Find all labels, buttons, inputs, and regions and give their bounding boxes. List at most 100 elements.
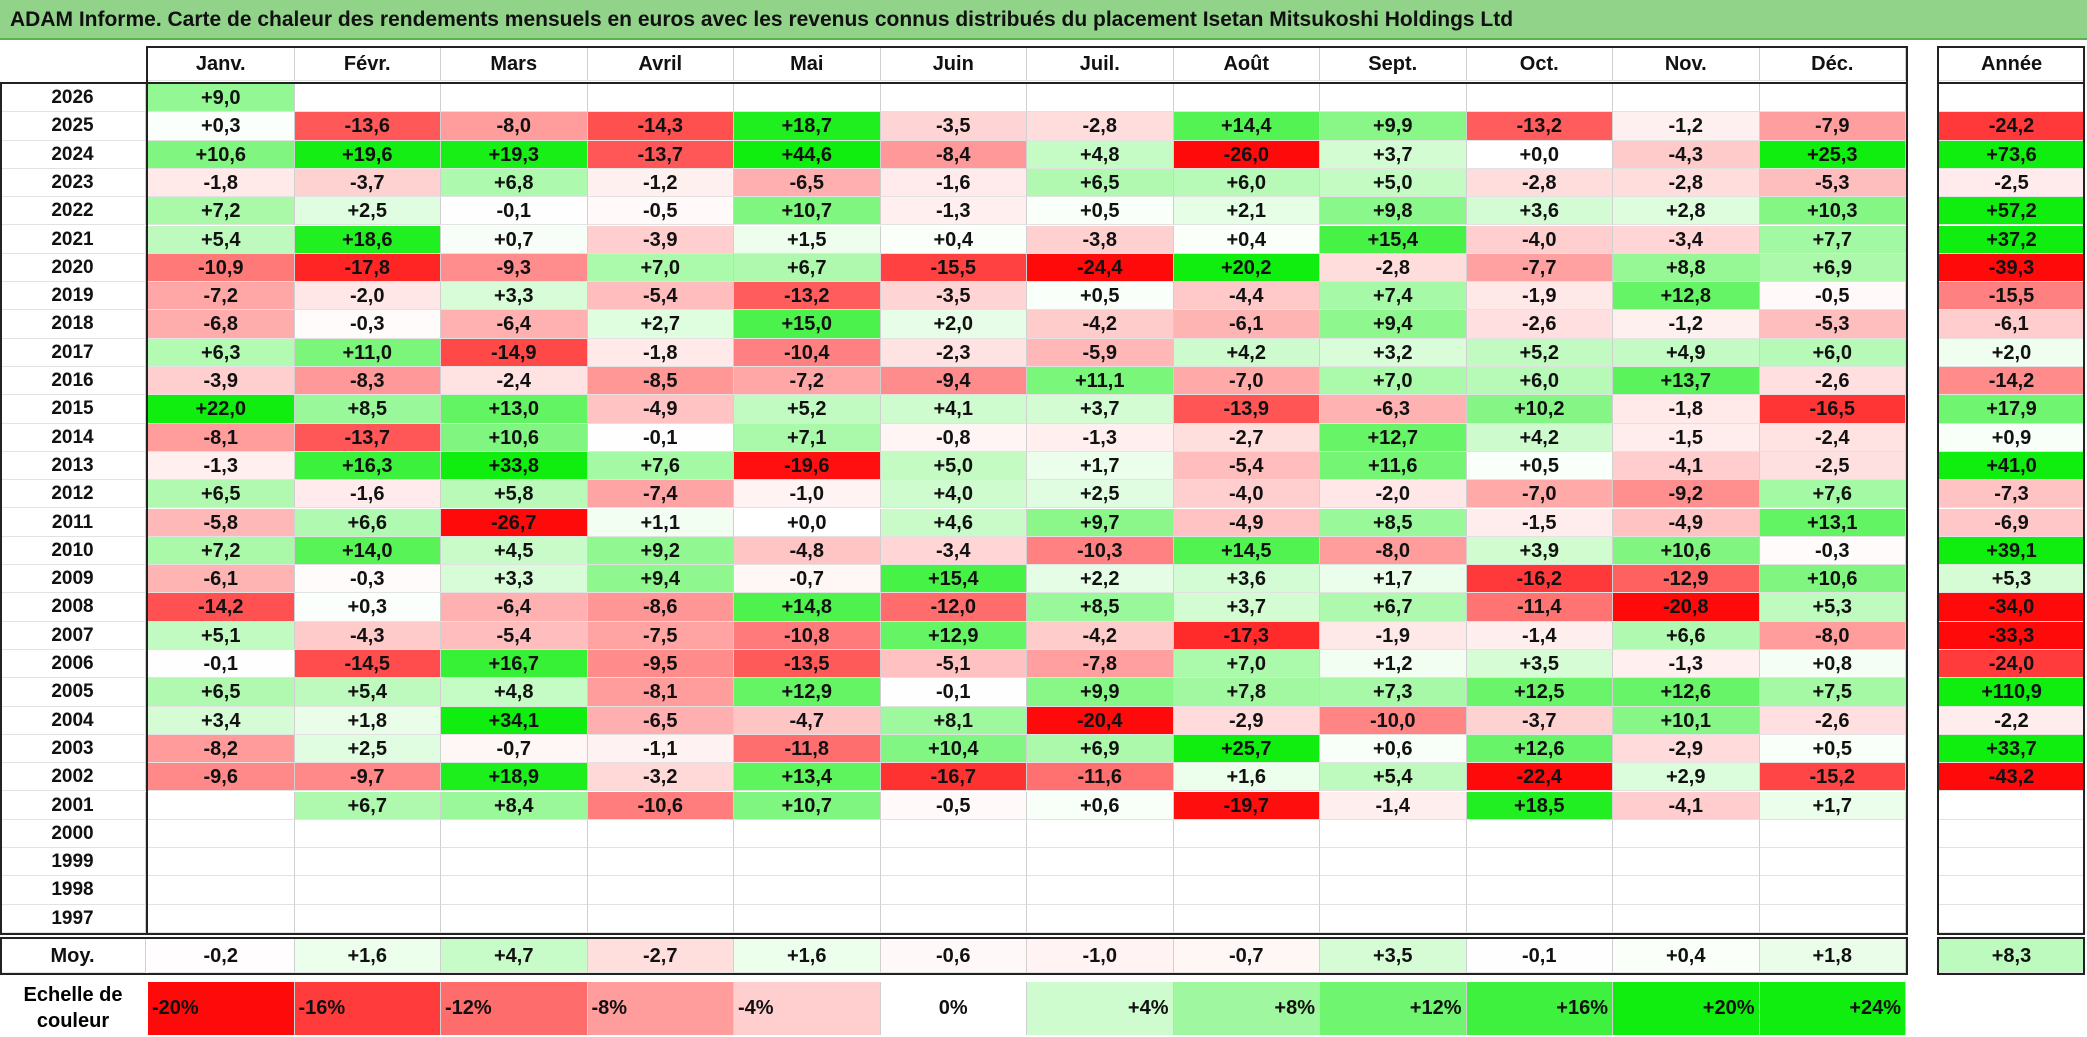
annual-cell: -43,2 [1939,763,2085,792]
heatmap-cell: +10,7 [734,791,881,820]
heatmap-cell: -2,0 [1320,480,1467,509]
heatmap-cell: +10,2 [1466,395,1613,424]
heatmap-cell: -3,7 [294,168,441,198]
legend-stop: +8% [1173,982,1320,1035]
heatmap-cell: -13,5 [734,650,881,679]
legend-stop: -20% [148,982,295,1035]
average-cell: +1,6 [734,939,881,973]
heatmap-cell: +6,5 [1027,168,1174,198]
heatmap-cell: +1,1 [587,508,734,537]
heatmap-cell: +4,8 [1027,140,1174,169]
annual-cell: +73,6 [1939,140,2085,169]
heatmap-cell: +5,4 [148,225,295,254]
heatmap-cell: +0,3 [148,112,295,141]
heatmap-cell: -10,9 [148,253,295,283]
heatmap-cell: -4,3 [294,621,441,650]
heatmap-cell: +3,3 [441,282,588,311]
heatmap-cell: +4,2 [1173,338,1320,367]
heatmap-cell: -0,1 [587,423,734,452]
heatmap-cell [294,904,441,933]
heatmap-cell: -7,8 [1027,650,1174,679]
heatmap-cell: +2,9 [1613,763,1760,792]
heatmap-cell: +5,3 [1759,593,1906,622]
chart-title: ADAM Informe. Carte de chaleur des rende… [0,0,2087,40]
heatmap-cell: -2,4 [1759,423,1906,452]
legend-stop: +4% [1027,982,1174,1035]
column-header: Sept. [1320,48,1467,81]
heatmap-cell: -11,4 [1466,593,1613,622]
heatmap-cell: +14,0 [294,536,441,566]
heatmap-cell [1320,848,1467,877]
heatmap-cell: -5,3 [1759,310,1906,339]
heatmap-cell: -0,7 [441,734,588,764]
annual-cell: -2,2 [1939,706,2085,735]
heatmap-cell: +15,4 [1320,225,1467,254]
heatmap-cell: +6,8 [441,168,588,198]
heatmap-cell: -9,4 [880,367,1027,396]
heatmap-cell: +11,1 [1027,367,1174,396]
heatmap-cell: +12,9 [734,678,881,707]
heatmap-cell: -8,1 [587,678,734,707]
heatmap-cell: +5,2 [1466,338,1613,367]
heatmap-cell: -7,4 [587,480,734,509]
heatmap-cell: +0,5 [1027,197,1174,226]
heatmap-cell: -4,4 [1173,282,1320,311]
heatmap-cell: +2,7 [587,310,734,339]
heatmap-cell: -6,8 [148,310,295,339]
heatmap-cell: -0,1 [441,197,588,226]
heatmap-cell: +3,6 [1466,197,1613,226]
heatmap-cell: -5,4 [441,621,588,650]
heatmap-cell: -2,6 [1466,310,1613,339]
heatmap-cell [734,819,881,849]
heatmap-cell: +8,5 [1320,508,1467,537]
legend-stop: -12% [441,982,588,1035]
heatmap-cell: -1,2 [587,168,734,198]
heatmap-cell: -1,4 [1466,621,1613,650]
heatmap-cell: -1,0 [734,480,881,509]
heatmap-cell: +7,1 [734,423,881,452]
heatmap-cell: -2,5 [1759,451,1906,481]
average-cell: +1,6 [294,939,441,973]
heatmap-cell: +12,7 [1320,423,1467,452]
heatmap-cell: +9,8 [1320,197,1467,226]
heatmap-cell: +6,7 [294,791,441,820]
heatmap-cell: -4,1 [1613,791,1760,820]
column-header: Déc. [1759,48,1906,81]
heatmap-cell: -14,9 [441,338,588,367]
heatmap-cell [294,876,441,905]
heatmap-cell: -10,4 [734,338,881,367]
heatmap-cell: -5,8 [148,508,295,537]
heatmap-cell: -8,0 [1759,621,1906,650]
heatmap-cell: -0,1 [880,678,1027,707]
heatmap-cell: -8,4 [880,140,1027,169]
heatmap-cell: +1,5 [734,225,881,254]
heatmap-cell [1320,819,1467,849]
heatmap-cell [1613,876,1760,905]
year-label: 2001 [0,791,146,820]
heatmap-cell: -9,7 [294,763,441,792]
heatmap-cell: +5,1 [148,621,295,650]
heatmap-cell: +0,0 [734,508,881,537]
heatmap-cell: +14,8 [734,593,881,622]
heatmap-cell [1027,876,1174,905]
annual-cell [1939,904,2085,933]
year-label: 2020 [0,253,146,283]
annual-cell [1939,848,2085,877]
heatmap-cell: -9,2 [1613,480,1760,509]
heatmap-cell: -7,0 [1173,367,1320,396]
annual-cell: -39,3 [1939,253,2085,283]
heatmap-cell: -1,6 [880,168,1027,198]
column-header: Oct. [1466,48,1613,81]
heatmap-cell: -4,9 [587,395,734,424]
heatmap-cell [880,876,1027,905]
heatmap-cell: +25,7 [1173,734,1320,764]
heatmap-cell: -10,3 [1027,536,1174,566]
heatmap-cell: -9,6 [148,763,295,792]
heatmap-cell: +3,3 [441,565,588,594]
heatmap-cell: -1,1 [587,734,734,764]
heatmap-cell: +6,5 [148,678,295,707]
heatmap-cell [1320,876,1467,905]
heatmap-cell: -6,4 [441,310,588,339]
heatmap-cell: +5,2 [734,395,881,424]
